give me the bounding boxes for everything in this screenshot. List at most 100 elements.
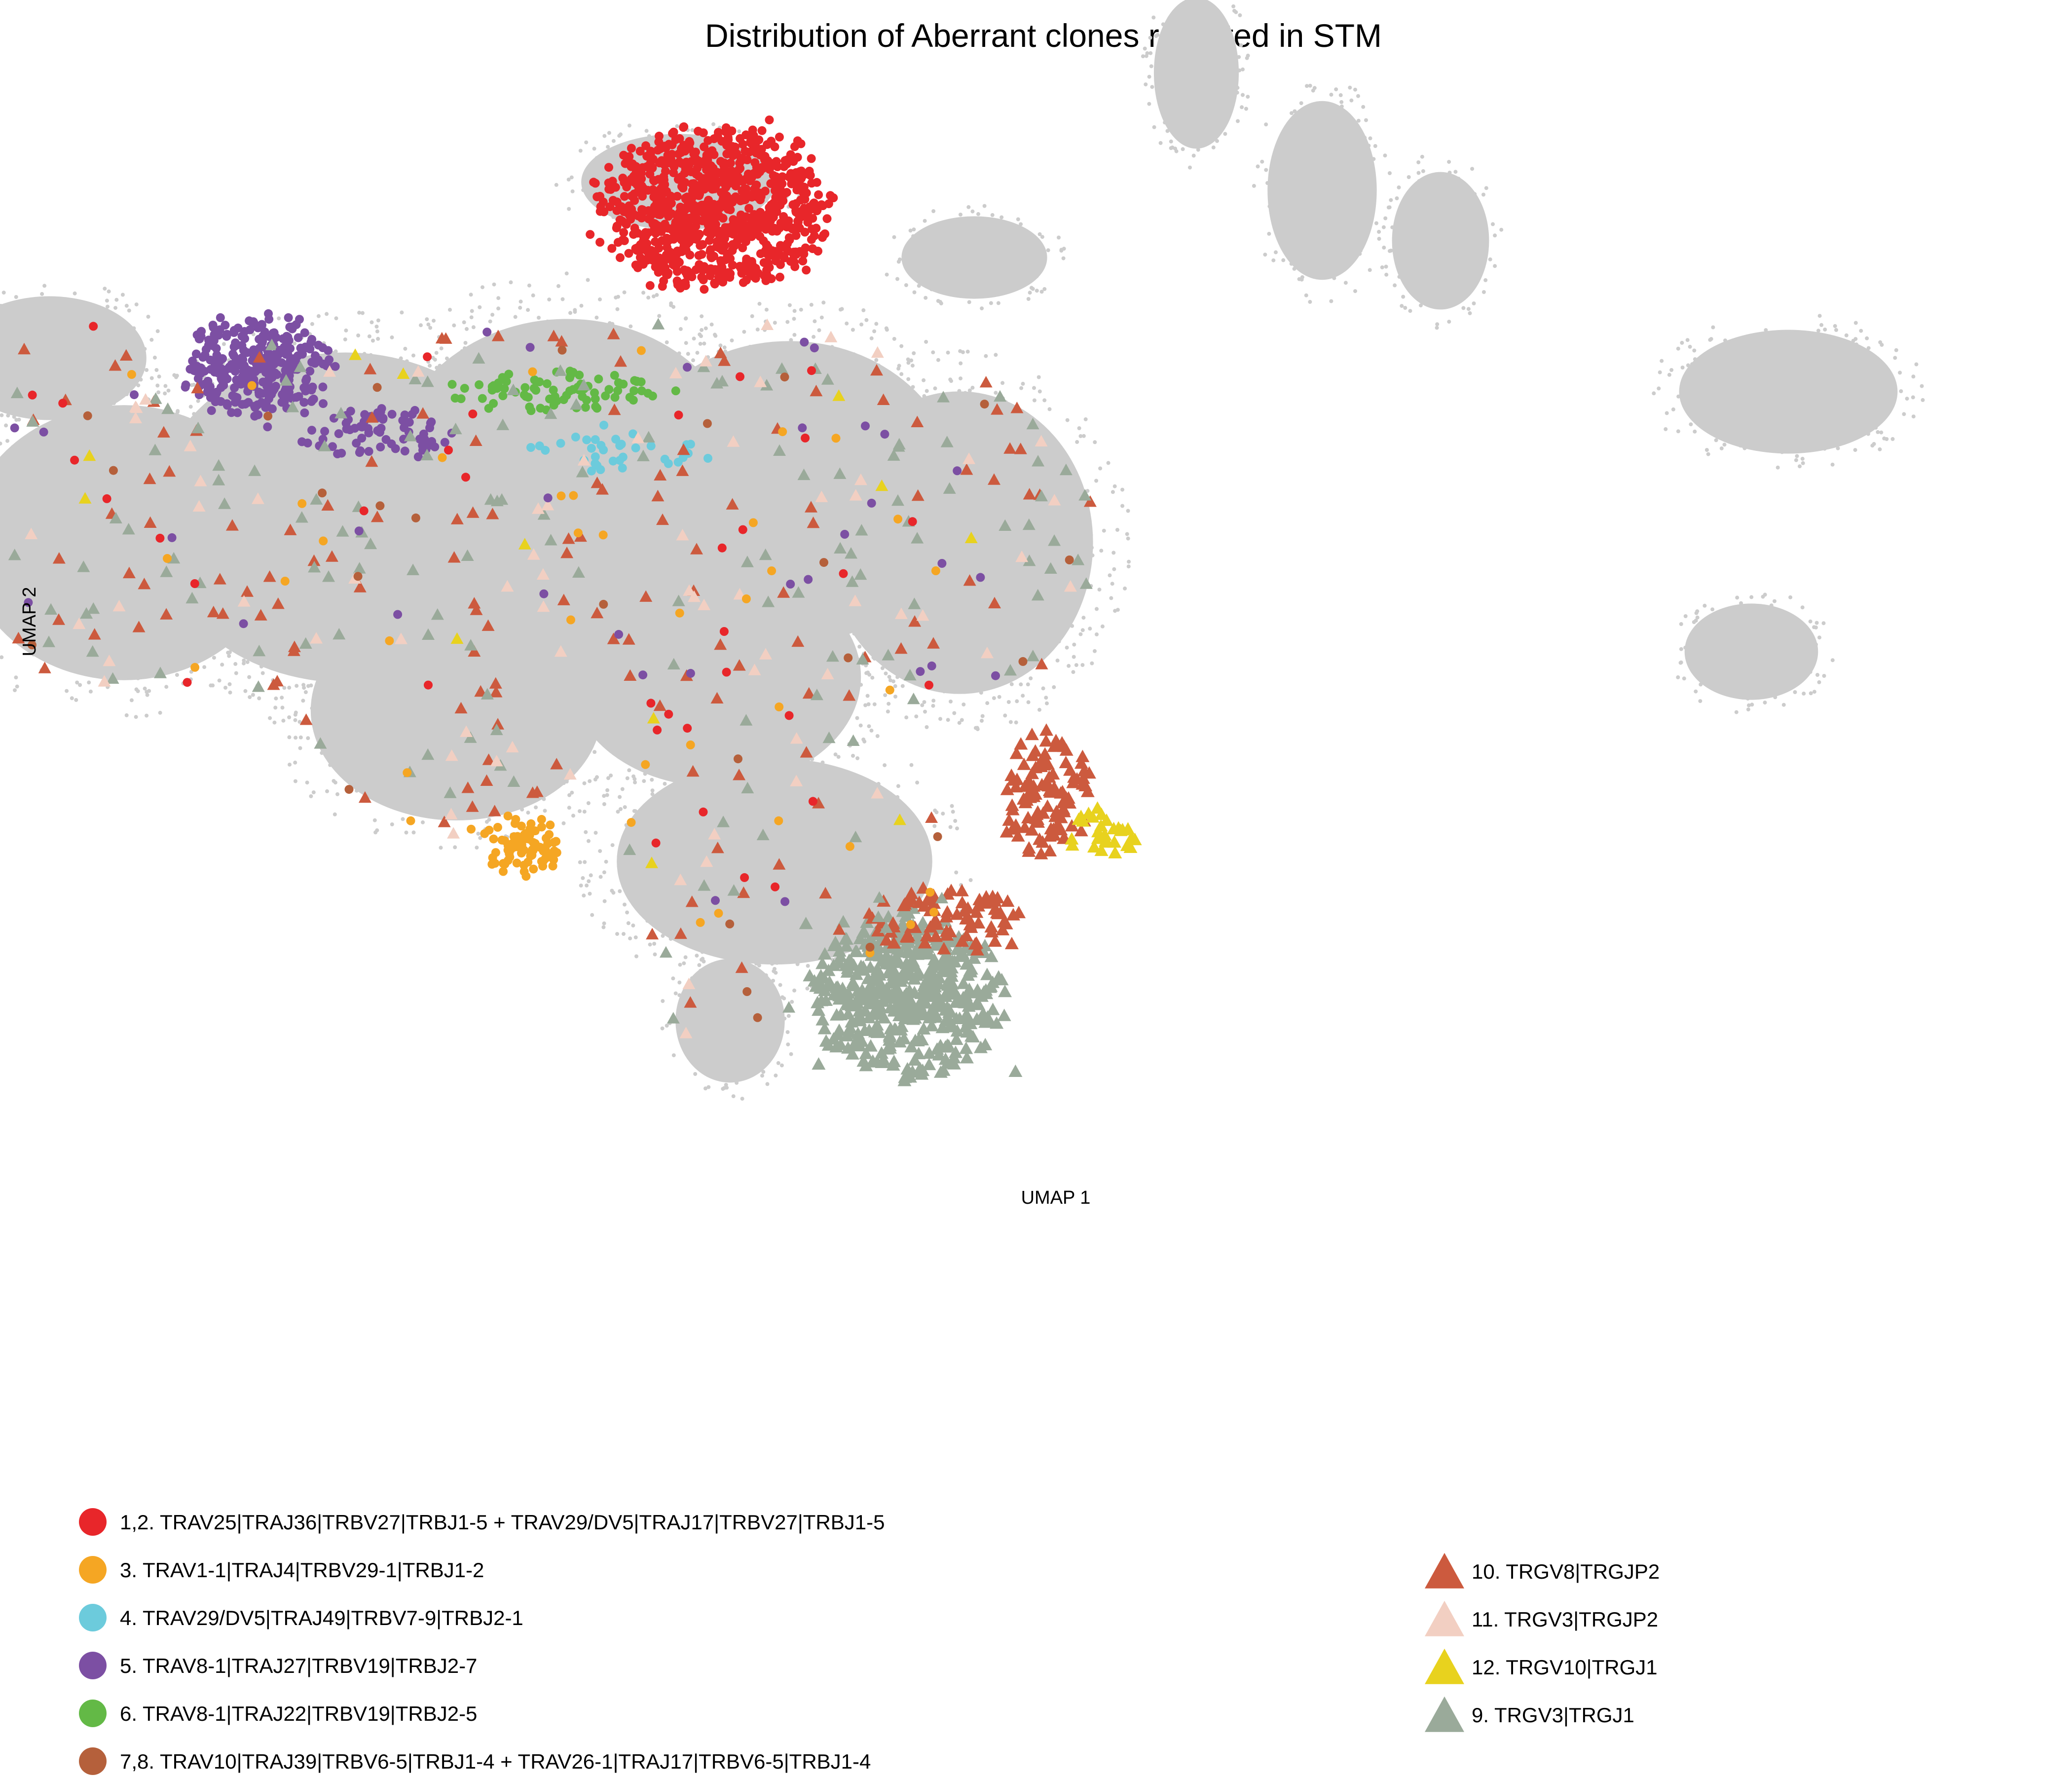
background-cell (889, 390, 894, 395)
background-cell (163, 384, 168, 388)
background-cell (602, 870, 606, 875)
background-cell (779, 1063, 784, 1068)
background-cell (906, 361, 911, 365)
background-cell (565, 686, 570, 691)
background-cell (623, 866, 628, 870)
background-cell (703, 464, 707, 468)
background-cell (568, 311, 572, 315)
background-cell (220, 663, 224, 667)
background-cell (992, 696, 996, 701)
background-cell (572, 594, 576, 599)
background-cell (113, 306, 117, 310)
background-cell (1035, 241, 1039, 245)
background-cell (974, 444, 978, 449)
background-cell (748, 574, 752, 579)
background-cell (100, 425, 105, 429)
background-cell (325, 312, 329, 316)
background-cell (822, 389, 827, 393)
background-cell (60, 476, 64, 481)
background-cell (173, 632, 177, 637)
background-cell (925, 389, 929, 393)
background-cell (846, 431, 850, 435)
background-cell (733, 723, 738, 728)
background-cell (519, 561, 523, 565)
background-cell (534, 667, 538, 672)
background-cell (717, 873, 722, 878)
background-cell (560, 297, 565, 301)
background-cell (376, 318, 380, 323)
background-cell (627, 123, 631, 128)
background-cell (492, 643, 496, 648)
background-cell (1046, 248, 1050, 253)
background-cell (707, 624, 712, 629)
background-cell (131, 455, 135, 459)
background-cell (718, 368, 722, 372)
background-cell (334, 316, 338, 321)
background-cell (293, 466, 297, 470)
background-cell (558, 451, 562, 456)
background-cell (333, 812, 337, 816)
background-cell (1029, 503, 1033, 507)
background-cell (710, 797, 714, 802)
background-cell (898, 872, 902, 877)
background-cell (144, 612, 148, 617)
background-cell (877, 381, 881, 385)
background-cell (561, 583, 565, 587)
background-cell (653, 952, 657, 957)
background-cell (807, 346, 811, 351)
background-cell (17, 398, 21, 402)
background-cell (925, 233, 930, 238)
background-cell (735, 1046, 739, 1050)
background-cell (861, 813, 865, 817)
background-cell (546, 617, 550, 621)
background-cell (209, 649, 214, 653)
background-cell (115, 547, 120, 552)
background-cell (1072, 655, 1076, 659)
background-cell (42, 284, 47, 288)
background-cell (595, 367, 599, 371)
background-cell (182, 467, 186, 471)
background-cell (923, 709, 927, 714)
background-cell (781, 908, 785, 913)
background-cell (579, 515, 584, 519)
background-cell (816, 855, 821, 860)
background-cell (1081, 616, 1086, 620)
background-cell (124, 445, 128, 450)
background-cell (205, 573, 210, 577)
background-cell (1074, 663, 1078, 667)
background-cell (762, 954, 766, 958)
background-cell (765, 1008, 770, 1013)
background-cell (1015, 567, 1020, 571)
background-cell (389, 371, 393, 376)
background-cell (424, 669, 428, 673)
background-cell (551, 489, 555, 494)
background-cell (650, 377, 654, 382)
background-cell (640, 498, 644, 503)
background-cell (1070, 624, 1074, 628)
background-cell (573, 723, 578, 727)
background-cell (743, 646, 747, 651)
background-cell (616, 496, 620, 501)
background-cell (598, 297, 602, 301)
background-cell (1004, 654, 1008, 658)
background-cell (605, 476, 610, 481)
background-cell (51, 371, 56, 376)
background-cell (544, 687, 549, 691)
background-cell (513, 315, 518, 319)
background-cell (839, 364, 843, 368)
background-cell (1006, 700, 1011, 704)
background-cell (570, 189, 575, 193)
background-cell (560, 754, 564, 759)
background-cell (843, 479, 847, 483)
background-cell (301, 699, 305, 703)
background-cell (619, 807, 623, 811)
background-cell (339, 548, 343, 552)
background-cell (66, 639, 71, 643)
background-cell (62, 441, 66, 445)
background-cell (959, 361, 963, 366)
background-cell (428, 364, 432, 368)
background-cell (790, 754, 795, 758)
background-cell (917, 284, 921, 288)
background-cell (422, 520, 426, 524)
background-cell (139, 377, 143, 382)
